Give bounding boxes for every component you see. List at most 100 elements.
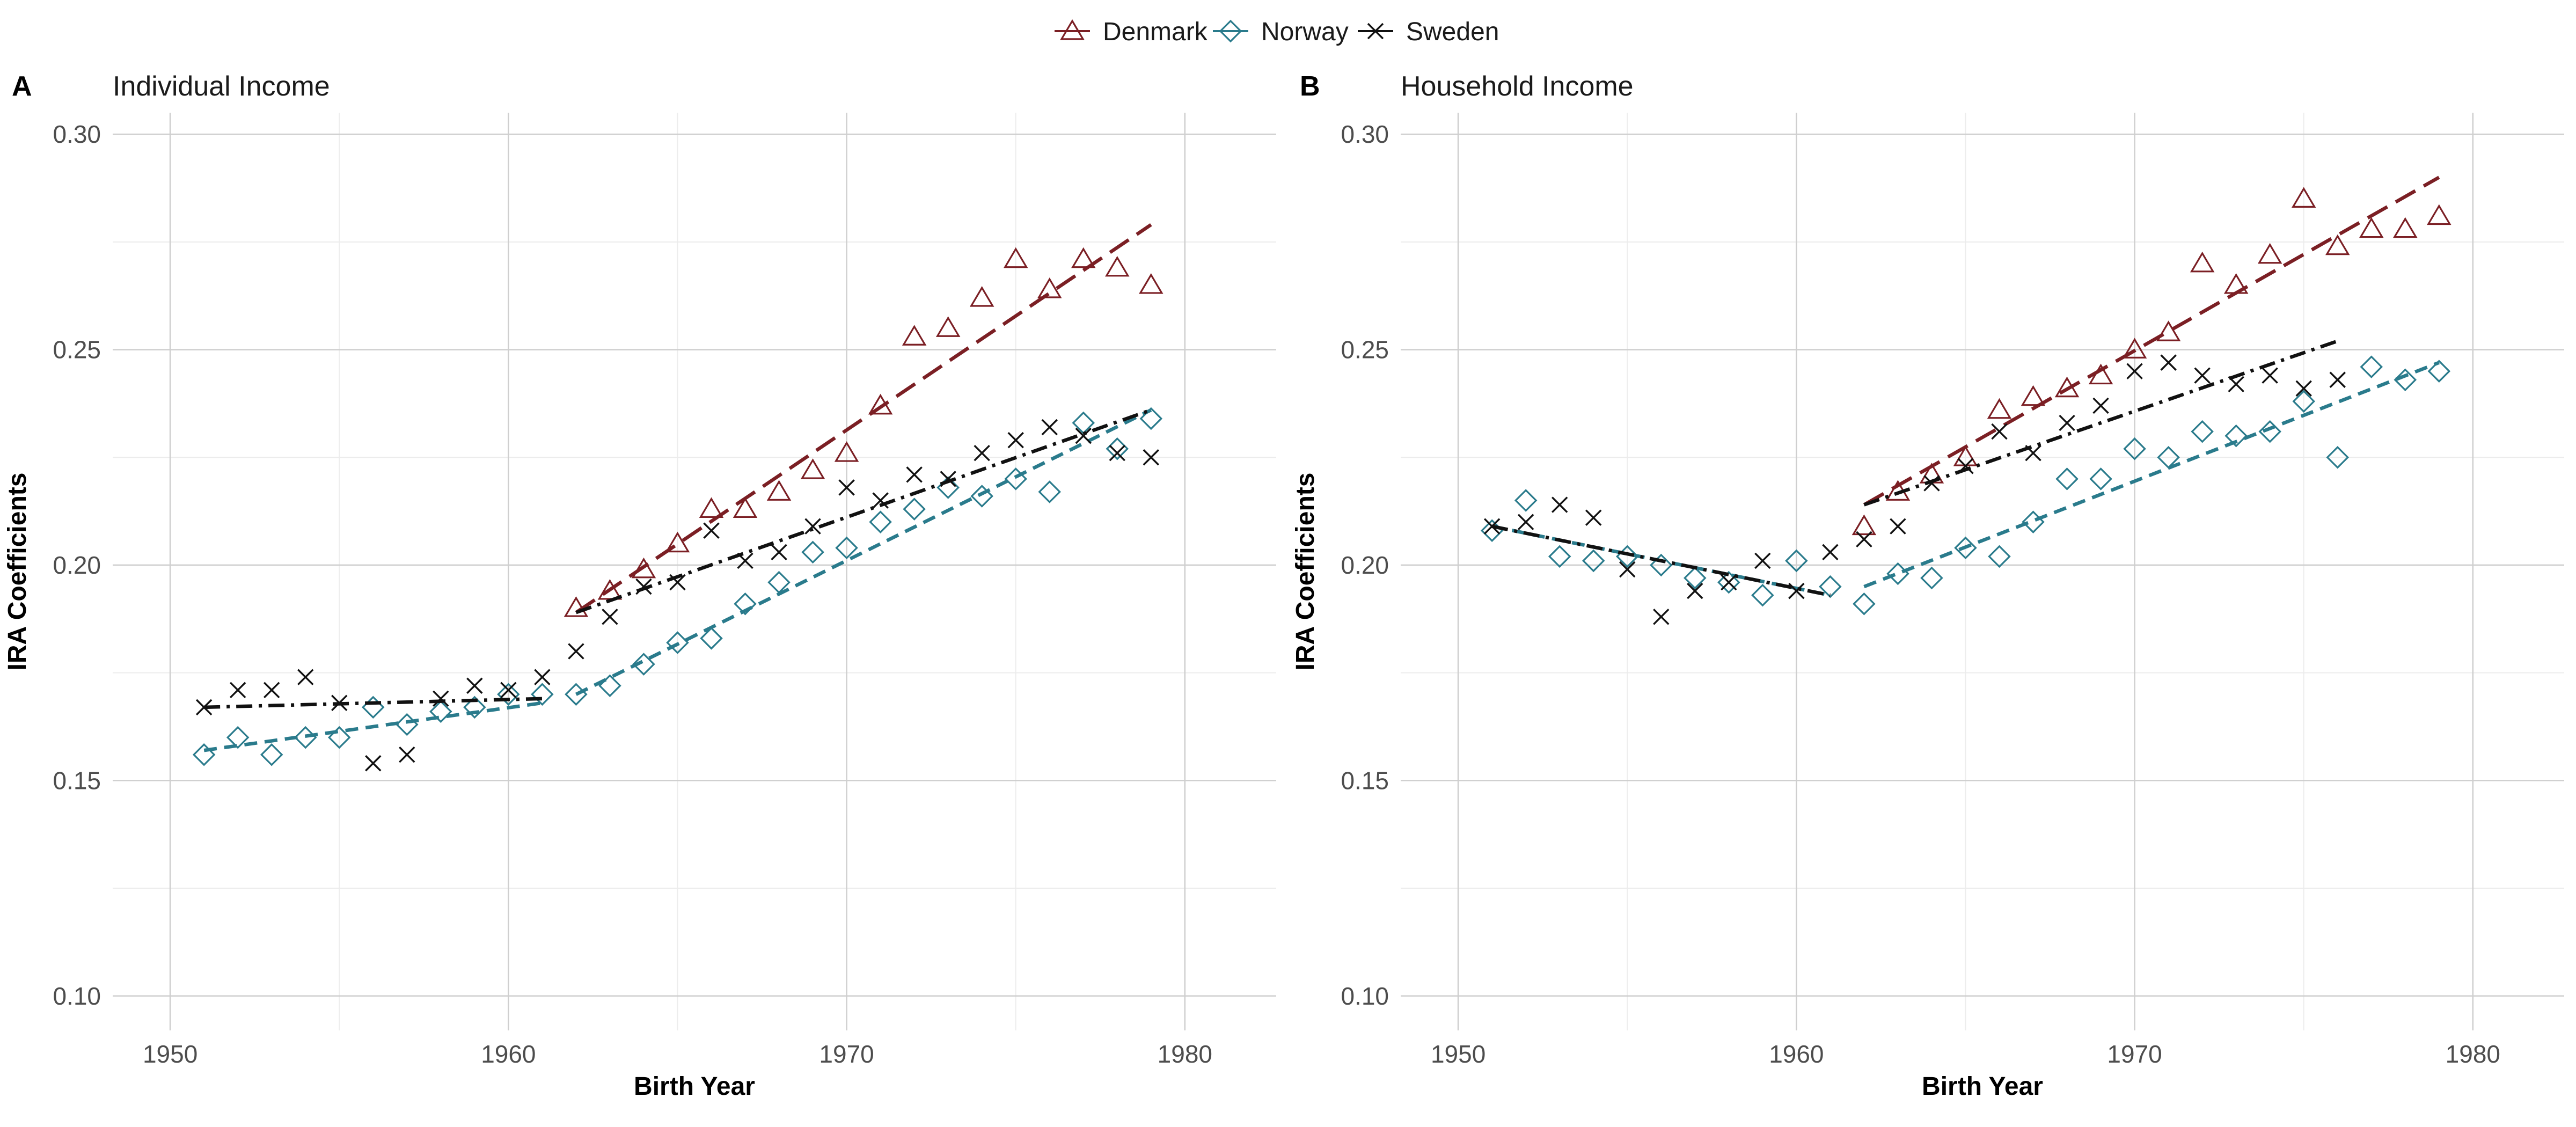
y-tick-label: 0.20 <box>1341 551 1389 579</box>
fit-line-norway <box>203 701 543 752</box>
fit-line-sweden <box>1863 339 2338 507</box>
data-point-norway <box>2326 445 2350 469</box>
data-point-norway <box>2022 510 2045 533</box>
data-point-sweden <box>1754 552 1771 569</box>
data-point-norway <box>1582 549 1605 573</box>
data-point-norway <box>396 713 419 736</box>
data-point-sweden <box>1856 531 1872 547</box>
data-point-sweden <box>534 669 551 685</box>
panel-tag-a: A <box>12 71 32 102</box>
data-point-denmark <box>2122 338 2147 358</box>
x-tick-label: 1960 <box>1769 1040 1824 1068</box>
data-point-sweden <box>1552 496 1568 513</box>
data-point-sweden <box>838 479 855 496</box>
data-point-norway <box>294 726 317 749</box>
fit-line-sweden <box>1491 524 1831 597</box>
data-point-sweden <box>264 682 280 698</box>
fit-line-norway <box>575 408 1152 696</box>
data-point-norway <box>1988 545 2011 568</box>
data-point-sweden <box>2092 397 2109 414</box>
data-point-denmark <box>2393 217 2418 238</box>
legend-marker-denmark <box>1060 19 1085 40</box>
data-point-norway <box>2123 437 2146 460</box>
data-point-denmark <box>2427 204 2451 225</box>
gridlines <box>1401 113 2564 1030</box>
x-axis-label: Birth Year <box>634 1072 755 1101</box>
data-point-norway <box>632 653 655 676</box>
data-point-sweden <box>1923 475 1940 492</box>
series-sweden <box>195 408 1160 772</box>
data-point-sweden <box>872 492 889 509</box>
gridlines <box>113 113 1276 1030</box>
data-point-sweden <box>466 677 483 694</box>
data-point-sweden <box>2194 367 2211 384</box>
data-point-norway <box>835 536 858 560</box>
panel-tag-b: B <box>1300 71 1320 102</box>
legend-label-denmark: Denmark <box>1103 18 1208 46</box>
data-point-denmark <box>2223 273 2249 294</box>
x-tick-label: 1980 <box>1158 1040 1212 1068</box>
data-point-denmark <box>2325 234 2350 255</box>
data-point-sweden <box>1822 544 1839 561</box>
data-point-norway <box>1106 437 1129 460</box>
x-tick-label: 1950 <box>1431 1040 1485 1068</box>
panel-b: B Household Income 0.10 0.15 0.20 0.25 0.30 195… <box>1291 71 2564 1101</box>
data-point-norway <box>700 627 723 650</box>
legend-label-norway: Norway <box>1261 18 1349 46</box>
data-point-sweden <box>2228 376 2244 392</box>
data-point-norway <box>463 696 486 719</box>
data-point-sweden <box>703 522 720 539</box>
x-tick-label: 1980 <box>2446 1040 2500 1068</box>
legend-item-norway: Norway <box>1213 18 1349 46</box>
x-tick-label: 1960 <box>481 1040 536 1068</box>
data-point-norway <box>2089 467 2112 491</box>
legend-item-denmark: Denmark <box>1055 18 1208 46</box>
data-point-norway <box>226 726 250 749</box>
data-point-norway <box>2394 368 2417 392</box>
y-tick-label: 0.10 <box>53 982 101 1010</box>
data-point-sweden <box>1517 514 1534 530</box>
data-point-norway <box>666 631 689 654</box>
x-axis-label: Birth Year <box>1922 1072 2043 1101</box>
data-point-norway <box>1684 566 1707 590</box>
legend-item-sweden: Sweden <box>1358 18 1499 46</box>
data-point-norway <box>2360 355 2383 378</box>
panel-title: Individual Income <box>113 71 330 102</box>
data-point-sweden <box>568 643 584 660</box>
data-point-denmark <box>1851 514 1877 536</box>
data-point-sweden <box>1991 423 2008 440</box>
data-point-sweden <box>2295 380 2312 397</box>
data-point-denmark <box>800 458 825 479</box>
data-point-denmark <box>902 325 927 346</box>
x-tick-label: 1970 <box>2107 1040 2162 1068</box>
series-sweden <box>1483 339 2346 625</box>
data-point-norway <box>970 485 993 508</box>
fit-line-sweden <box>575 408 1152 614</box>
data-point-sweden <box>500 682 517 698</box>
data-point-sweden <box>771 544 787 561</box>
data-point-denmark <box>766 480 792 501</box>
data-point-norway <box>1819 575 1842 598</box>
data-point-sweden <box>365 755 382 772</box>
data-point-norway <box>531 683 554 706</box>
y-tick-label: 0.15 <box>53 766 101 794</box>
data-point-sweden <box>2126 363 2143 379</box>
data-point-sweden <box>906 466 923 483</box>
data-point-denmark <box>2156 320 2181 341</box>
data-point-norway <box>192 743 216 766</box>
data-point-sweden <box>2059 414 2075 431</box>
y-axis-label: IRA Coefficients <box>1291 473 1320 671</box>
data-point-norway <box>1920 566 1943 590</box>
data-point-denmark <box>2291 187 2316 208</box>
data-point-norway <box>2292 390 2315 413</box>
data-point-norway <box>1038 480 1062 503</box>
series-denmark <box>1851 175 2451 536</box>
data-point-denmark <box>699 497 724 518</box>
data-point-sweden <box>1721 574 1737 591</box>
legend-marker-sweden <box>1367 23 1384 40</box>
data-point-sweden <box>1143 449 1160 466</box>
data-point-norway <box>2224 424 2248 448</box>
data-point-sweden <box>1007 431 1024 449</box>
data-point-sweden <box>2262 367 2278 384</box>
data-point-sweden <box>195 699 213 716</box>
